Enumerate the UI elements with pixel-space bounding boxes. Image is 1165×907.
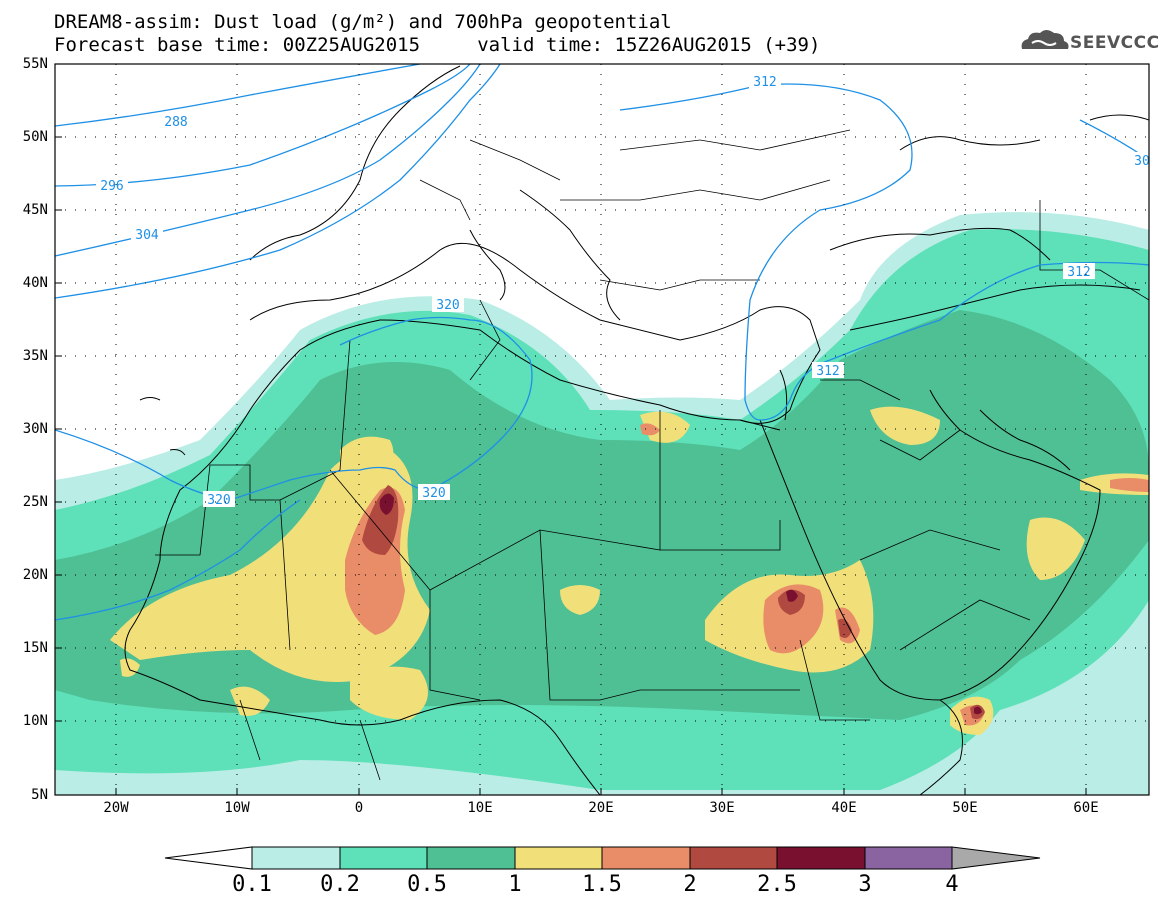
- lat-label: 55N: [22, 56, 48, 72]
- map-title: DREAM8-assim: Dust load (g/m²) and 700hP…: [54, 11, 672, 33]
- colorbar-cell: [864, 846, 953, 870]
- lon-label: 0: [354, 800, 364, 816]
- colorbar-under-arrow: [164, 846, 253, 870]
- dust-contour-2.0: [362, 485, 985, 720]
- colorbar-cell: [601, 846, 691, 870]
- colorbar-cell: [776, 846, 866, 870]
- contour-labels: 288 296 304 312 320 312 320 312 320 30: [96, 73, 1150, 508]
- coastlines: [124, 65, 1149, 795]
- contour-label: 30: [1134, 154, 1150, 169]
- colorbar-cell: [251, 846, 341, 870]
- lon-label: 30E: [709, 800, 735, 816]
- colorbar-tick-label: 3: [858, 872, 872, 897]
- map-subtitle: Forecast base time: 00Z25AUG2015 valid t…: [54, 34, 821, 56]
- colorbar-cell: [514, 846, 603, 870]
- axis-ticks: [55, 63, 1087, 795]
- lat-label: 20N: [22, 567, 48, 583]
- lat-label: 30N: [22, 421, 48, 437]
- lat-label: 35N: [22, 348, 48, 364]
- lon-label: 20W: [103, 800, 129, 816]
- contour-label: 312: [1067, 265, 1090, 280]
- dust-field: [55, 212, 1149, 795]
- colorbar-tick-label: 0.1: [232, 872, 272, 897]
- lon-label: 10E: [467, 800, 493, 816]
- logo-text: SEEVCCC: [1070, 33, 1160, 53]
- colorbar-cell: [339, 846, 428, 870]
- contour-label: 296: [100, 179, 123, 194]
- contour-label: 320: [207, 493, 230, 508]
- lat-label: 25N: [22, 494, 48, 510]
- lat-label: 40N: [22, 275, 48, 291]
- colorbar-cell: [689, 846, 778, 870]
- lat-label: 5N: [31, 787, 48, 803]
- lat-label: 50N: [22, 129, 48, 145]
- contour-label: 312: [816, 364, 839, 379]
- lon-label: 20E: [588, 800, 614, 816]
- colorbar-tick-label: 4: [945, 872, 959, 897]
- colorbar-cell: [426, 846, 516, 870]
- colorbar-over-arrow: [951, 846, 1041, 870]
- colorbar-tick-label: 2: [683, 872, 697, 897]
- colorbar-tick-label: 2.5: [757, 872, 797, 897]
- lat-label: 45N: [22, 202, 48, 218]
- colorbar-tick-label: 0.2: [320, 872, 360, 897]
- lon-label: 10W: [224, 800, 250, 816]
- colorbar: [164, 846, 1041, 870]
- lat-label: 15N: [22, 640, 48, 656]
- contour-label: 288: [164, 115, 187, 130]
- lon-label: 50E: [952, 800, 978, 816]
- cloud-logo-icon: [1021, 30, 1069, 49]
- contour-label: 320: [422, 486, 445, 501]
- contour-label: 320: [436, 298, 459, 313]
- colorbar-tick-label: 0.5: [407, 872, 447, 897]
- contour-label: 312: [753, 75, 776, 90]
- dust-contour-2.5: [379, 493, 982, 715]
- lon-label: 60E: [1073, 800, 1099, 816]
- lon-label: 40E: [831, 800, 857, 816]
- country-borders: [155, 129, 1149, 781]
- colorbar-tick-label: 1: [508, 872, 522, 897]
- colorbar-tick-label: 1.5: [582, 872, 622, 897]
- lat-label: 10N: [22, 713, 48, 729]
- contour-label: 304: [135, 228, 159, 243]
